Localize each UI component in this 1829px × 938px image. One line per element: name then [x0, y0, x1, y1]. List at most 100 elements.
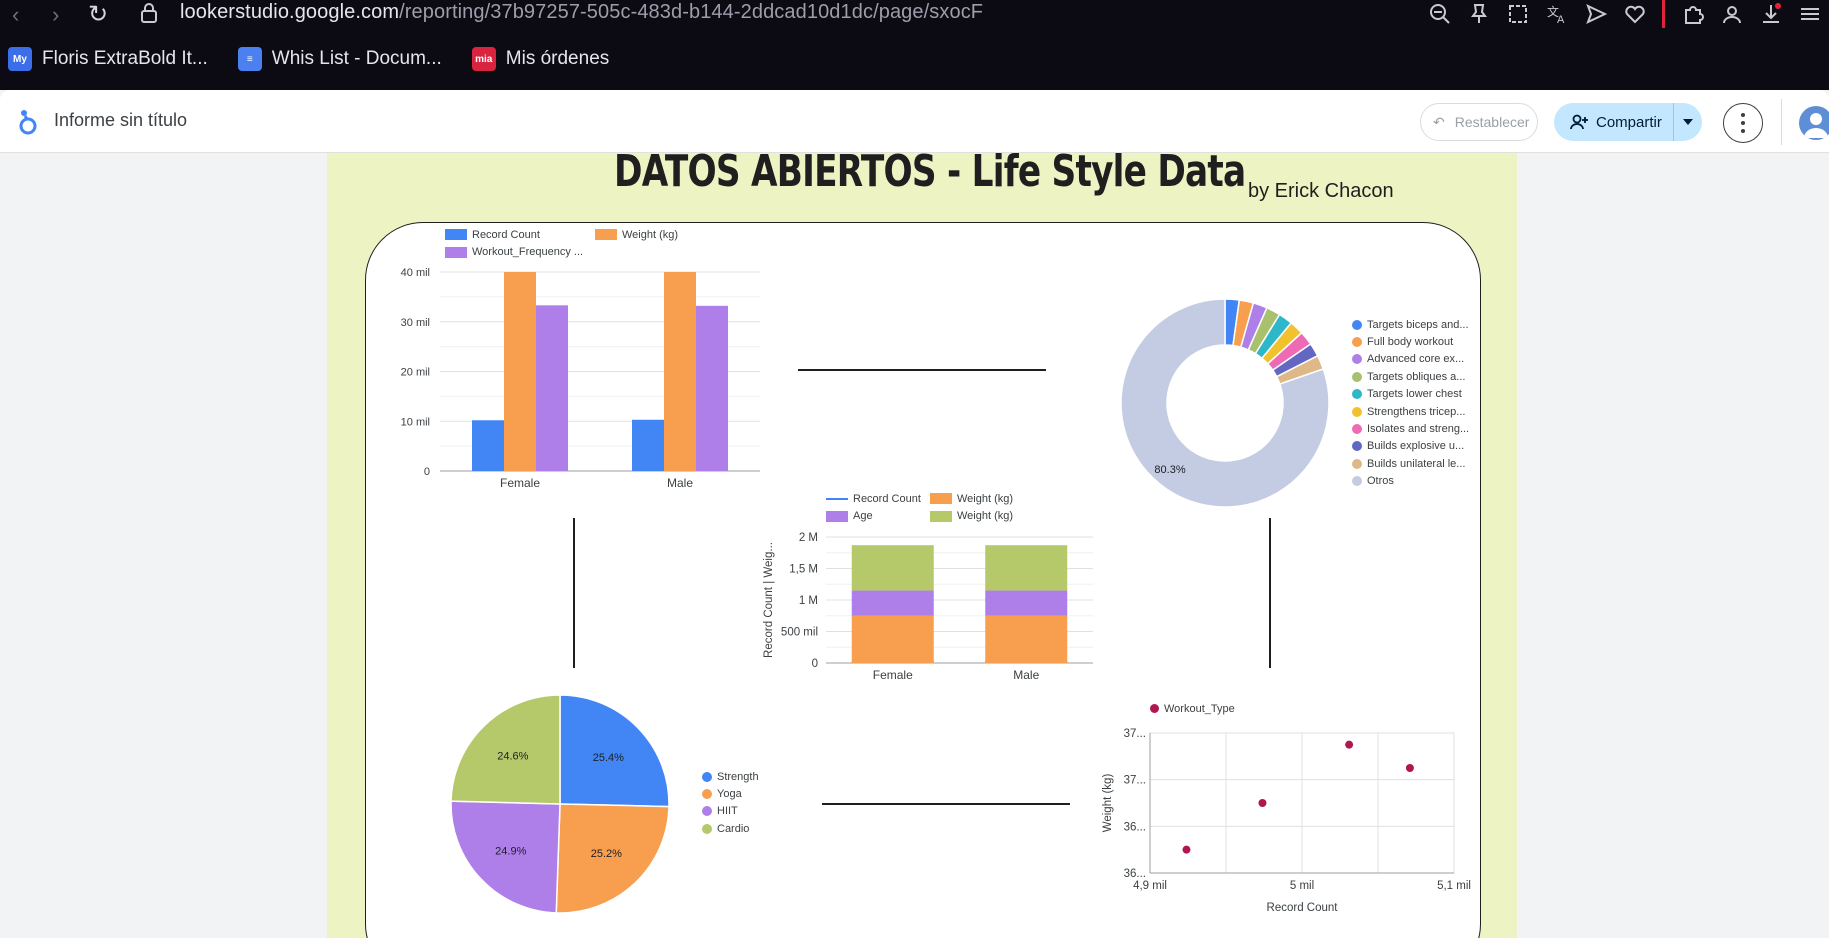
bookmark-wishlist[interactable]: ≡ Whis List - Docum...: [237, 47, 442, 71]
lock-icon[interactable]: [140, 3, 158, 23]
share-button[interactable]: Compartir: [1554, 103, 1702, 141]
legend-label: HIIT: [717, 805, 738, 818]
report-name[interactable]: Informe sin título: [54, 110, 188, 130]
bookmark-floris[interactable]: My Floris ExtraBold It...: [8, 47, 208, 71]
app-header: Informe sin título ↶ Restablecer Compart…: [0, 90, 1829, 153]
legend-item[interactable]: Weight (kg): [930, 507, 1013, 524]
legend-swatch: [702, 806, 712, 817]
x-tick-label: 5,1 mil: [1437, 880, 1471, 892]
report-title: DATOS ABIERTOS - Life Style Data: [614, 146, 1246, 197]
menu-sliders-icon[interactable]: [1790, 0, 1829, 28]
back-icon[interactable]: ‹: [12, 2, 20, 27]
slice-yoga: [555, 803, 670, 914]
legend-item[interactable]: Targets obliques a...: [1352, 368, 1482, 385]
slice-label: 24.9%: [495, 845, 526, 857]
legend-item[interactable]: Strengthens tricep...: [1352, 403, 1482, 420]
scatter-point: [1182, 845, 1191, 854]
legend-label: Builds explosive u...: [1367, 440, 1465, 453]
share-dropdown-button[interactable]: [1674, 119, 1702, 125]
y-tick-label: 37...: [1124, 728, 1146, 740]
extensions-icon[interactable]: [1673, 0, 1712, 28]
legend-label: Builds unilateral le...: [1367, 457, 1466, 470]
pin-icon[interactable]: [1459, 0, 1498, 28]
reset-label: Restablecer: [1454, 114, 1530, 130]
reload-icon[interactable]: ↻: [88, 1, 109, 28]
legend-item[interactable]: Isolates and streng...: [1352, 420, 1482, 437]
reset-button[interactable]: ↶ Restablecer: [1420, 103, 1538, 141]
x-tick-label: Male: [667, 476, 693, 490]
pie-chart-workout-type[interactable]: 25.4% 25.2% 24.9% 24.6%: [448, 692, 672, 916]
downloads-icon[interactable]: [1751, 0, 1790, 28]
bar-male-0: [632, 419, 664, 471]
donut-chart-legend: Targets biceps and... Full body workout Ad…: [1352, 316, 1482, 490]
legend-item[interactable]: Cardio: [702, 820, 792, 837]
undo-icon: ↶: [1433, 113, 1445, 130]
slice-label: 80.3%: [1154, 464, 1185, 476]
legend-label: Strength: [717, 770, 759, 783]
legend-item[interactable]: Otros: [1352, 473, 1482, 490]
bar-female-1: [504, 272, 536, 471]
scatter-chart-workout[interactable]: 36... 36... 37... 37... 4,9 mil 5 mil 5,1 mil R…: [1096, 720, 1486, 920]
legend-item[interactable]: Workout_Type: [1150, 700, 1300, 717]
legend-label: Strengthens tricep...: [1367, 405, 1466, 418]
bar-segment: [851, 615, 934, 663]
connector-line: [1269, 518, 1271, 668]
legend-item[interactable]: Full body workout: [1352, 333, 1482, 350]
legend-item[interactable]: Targets biceps and...: [1352, 316, 1482, 333]
heart-icon[interactable]: [1615, 0, 1654, 28]
bookmark-label: Whis List - Docum...: [271, 48, 442, 69]
legend-item[interactable]: Workout_Frequency ...: [445, 243, 695, 260]
y-tick-label: 1,5 M: [789, 564, 818, 576]
legend-item[interactable]: Advanced core ex...: [1352, 351, 1482, 368]
legend-swatch: [702, 771, 712, 782]
mia-icon: mia: [471, 47, 496, 71]
stacked-bar-chart-gender[interactable]: 0 500 mil 1 M 1,5 M 2 M Record Count | Weig..…: [756, 530, 1096, 685]
legend-label: Otros: [1367, 475, 1394, 488]
legend-item[interactable]: Yoga: [702, 785, 792, 802]
canvas-background: [0, 153, 327, 938]
browser-toolbar: ‹ › ↻ lookerstudio.google.com/reporting/…: [0, 0, 1829, 28]
zoom-out-icon[interactable]: [1420, 0, 1459, 28]
avatar[interactable]: [1799, 106, 1829, 140]
screenshot-icon[interactable]: [1498, 0, 1537, 28]
add-person-icon: [1570, 114, 1588, 130]
bar-chart-gender[interactable]: 0 10 mil 20 mil 30 mil 40 mil Female Male: [395, 262, 780, 492]
tab-divider: [1662, 0, 1665, 28]
x-tick-label: Female: [873, 668, 913, 682]
slice-label: 25.2%: [591, 848, 622, 860]
legend-swatch: [702, 823, 712, 834]
legend-item[interactable]: Builds unilateral le...: [1352, 455, 1482, 472]
legend-item[interactable]: Builds explosive u...: [1352, 438, 1482, 455]
legend-label: Advanced core ex...: [1367, 353, 1465, 366]
y-tick-label: 20 mil: [401, 367, 430, 379]
more-vert-icon: [1741, 113, 1745, 117]
legend-item[interactable]: HIIT: [702, 803, 792, 820]
address-bar[interactable]: lookerstudio.google.com/reporting/37b972…: [180, 1, 983, 24]
looker-studio-logo-icon[interactable]: [16, 107, 38, 137]
donut-chart-description[interactable]: 80.3%: [1118, 296, 1332, 510]
x-tick-label: 4,9 mil: [1133, 880, 1167, 892]
scatter-chart-legend: Workout_Type: [1150, 700, 1300, 717]
pie-chart-legend: Strength Yoga HIIT Cardio: [702, 768, 792, 838]
legend-swatch: [1352, 389, 1362, 400]
bar-male-2: [696, 305, 728, 471]
y-tick-label: 36...: [1124, 868, 1146, 880]
slice-hiit: [450, 800, 561, 914]
legend-item[interactable]: Strength: [702, 768, 792, 785]
scatter-point: [1258, 799, 1267, 807]
legend-item[interactable]: Weight (kg): [595, 226, 678, 243]
legend-item[interactable]: Record Count: [826, 490, 930, 507]
legend-item[interactable]: Record Count: [445, 226, 595, 243]
legend-swatch: [1352, 371, 1362, 382]
profile-icon[interactable]: [1712, 0, 1751, 28]
legend-item[interactable]: Age: [826, 507, 930, 524]
send-icon[interactable]: [1576, 0, 1615, 28]
more-options-button[interactable]: [1723, 103, 1763, 143]
legend-item[interactable]: Weight (kg): [930, 490, 1013, 507]
legend-item[interactable]: Targets lower chest: [1352, 386, 1482, 403]
y-tick-label: 40 mil: [401, 267, 430, 279]
bookmark-mis-ordenes[interactable]: mia Mis órdenes: [471, 47, 609, 71]
forward-icon[interactable]: ›: [52, 2, 60, 27]
bookmarks-bar: My Floris ExtraBold It... ≡ Whis List - …: [0, 28, 1829, 90]
